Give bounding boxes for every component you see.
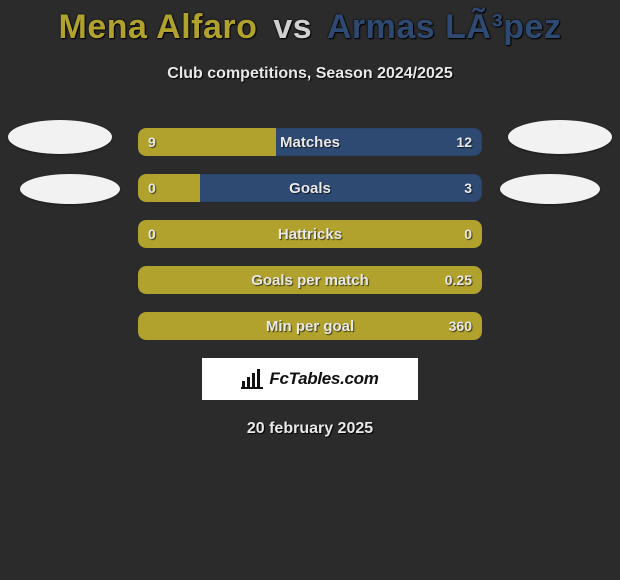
stat-bar: 0Hattricks0 bbox=[138, 220, 482, 248]
stat-bar: Min per goal360 bbox=[138, 312, 482, 340]
stat-label: Hattricks bbox=[138, 220, 482, 248]
player2-avatar-shadow bbox=[500, 174, 600, 204]
date-text: 20 february 2025 bbox=[0, 420, 620, 438]
subtitle: Club competitions, Season 2024/2025 bbox=[0, 65, 620, 83]
player2-avatar-placeholder bbox=[508, 120, 612, 154]
stat-bar: 9Matches12 bbox=[138, 128, 482, 156]
stat-label: Min per goal bbox=[138, 312, 482, 340]
brand-text: FcTables.com bbox=[269, 369, 378, 389]
stat-right-value: 12 bbox=[456, 128, 472, 156]
stat-bar: 0Goals3 bbox=[138, 174, 482, 202]
stat-label: Goals per match bbox=[138, 266, 482, 294]
player1-avatar-placeholder bbox=[8, 120, 112, 154]
player1-name: Mena Alfaro bbox=[59, 8, 258, 46]
comparison-bars: 9Matches120Goals30Hattricks0Goals per ma… bbox=[138, 128, 482, 340]
player2-name: Armas LÃ³pez bbox=[327, 8, 562, 46]
stat-label: Goals bbox=[138, 174, 482, 202]
stat-right-value: 360 bbox=[449, 312, 472, 340]
player1-avatar-shadow bbox=[20, 174, 120, 204]
stat-right-value: 3 bbox=[464, 174, 472, 202]
bar-chart-icon bbox=[241, 369, 263, 389]
vs-text: vs bbox=[267, 8, 318, 46]
stat-right-value: 0 bbox=[464, 220, 472, 248]
brand-box: FcTables.com bbox=[202, 358, 418, 400]
stat-right-value: 0.25 bbox=[445, 266, 472, 294]
stat-bar: Goals per match0.25 bbox=[138, 266, 482, 294]
comparison-title: Mena Alfaro vs Armas LÃ³pez bbox=[0, 0, 620, 47]
stat-label: Matches bbox=[138, 128, 482, 156]
